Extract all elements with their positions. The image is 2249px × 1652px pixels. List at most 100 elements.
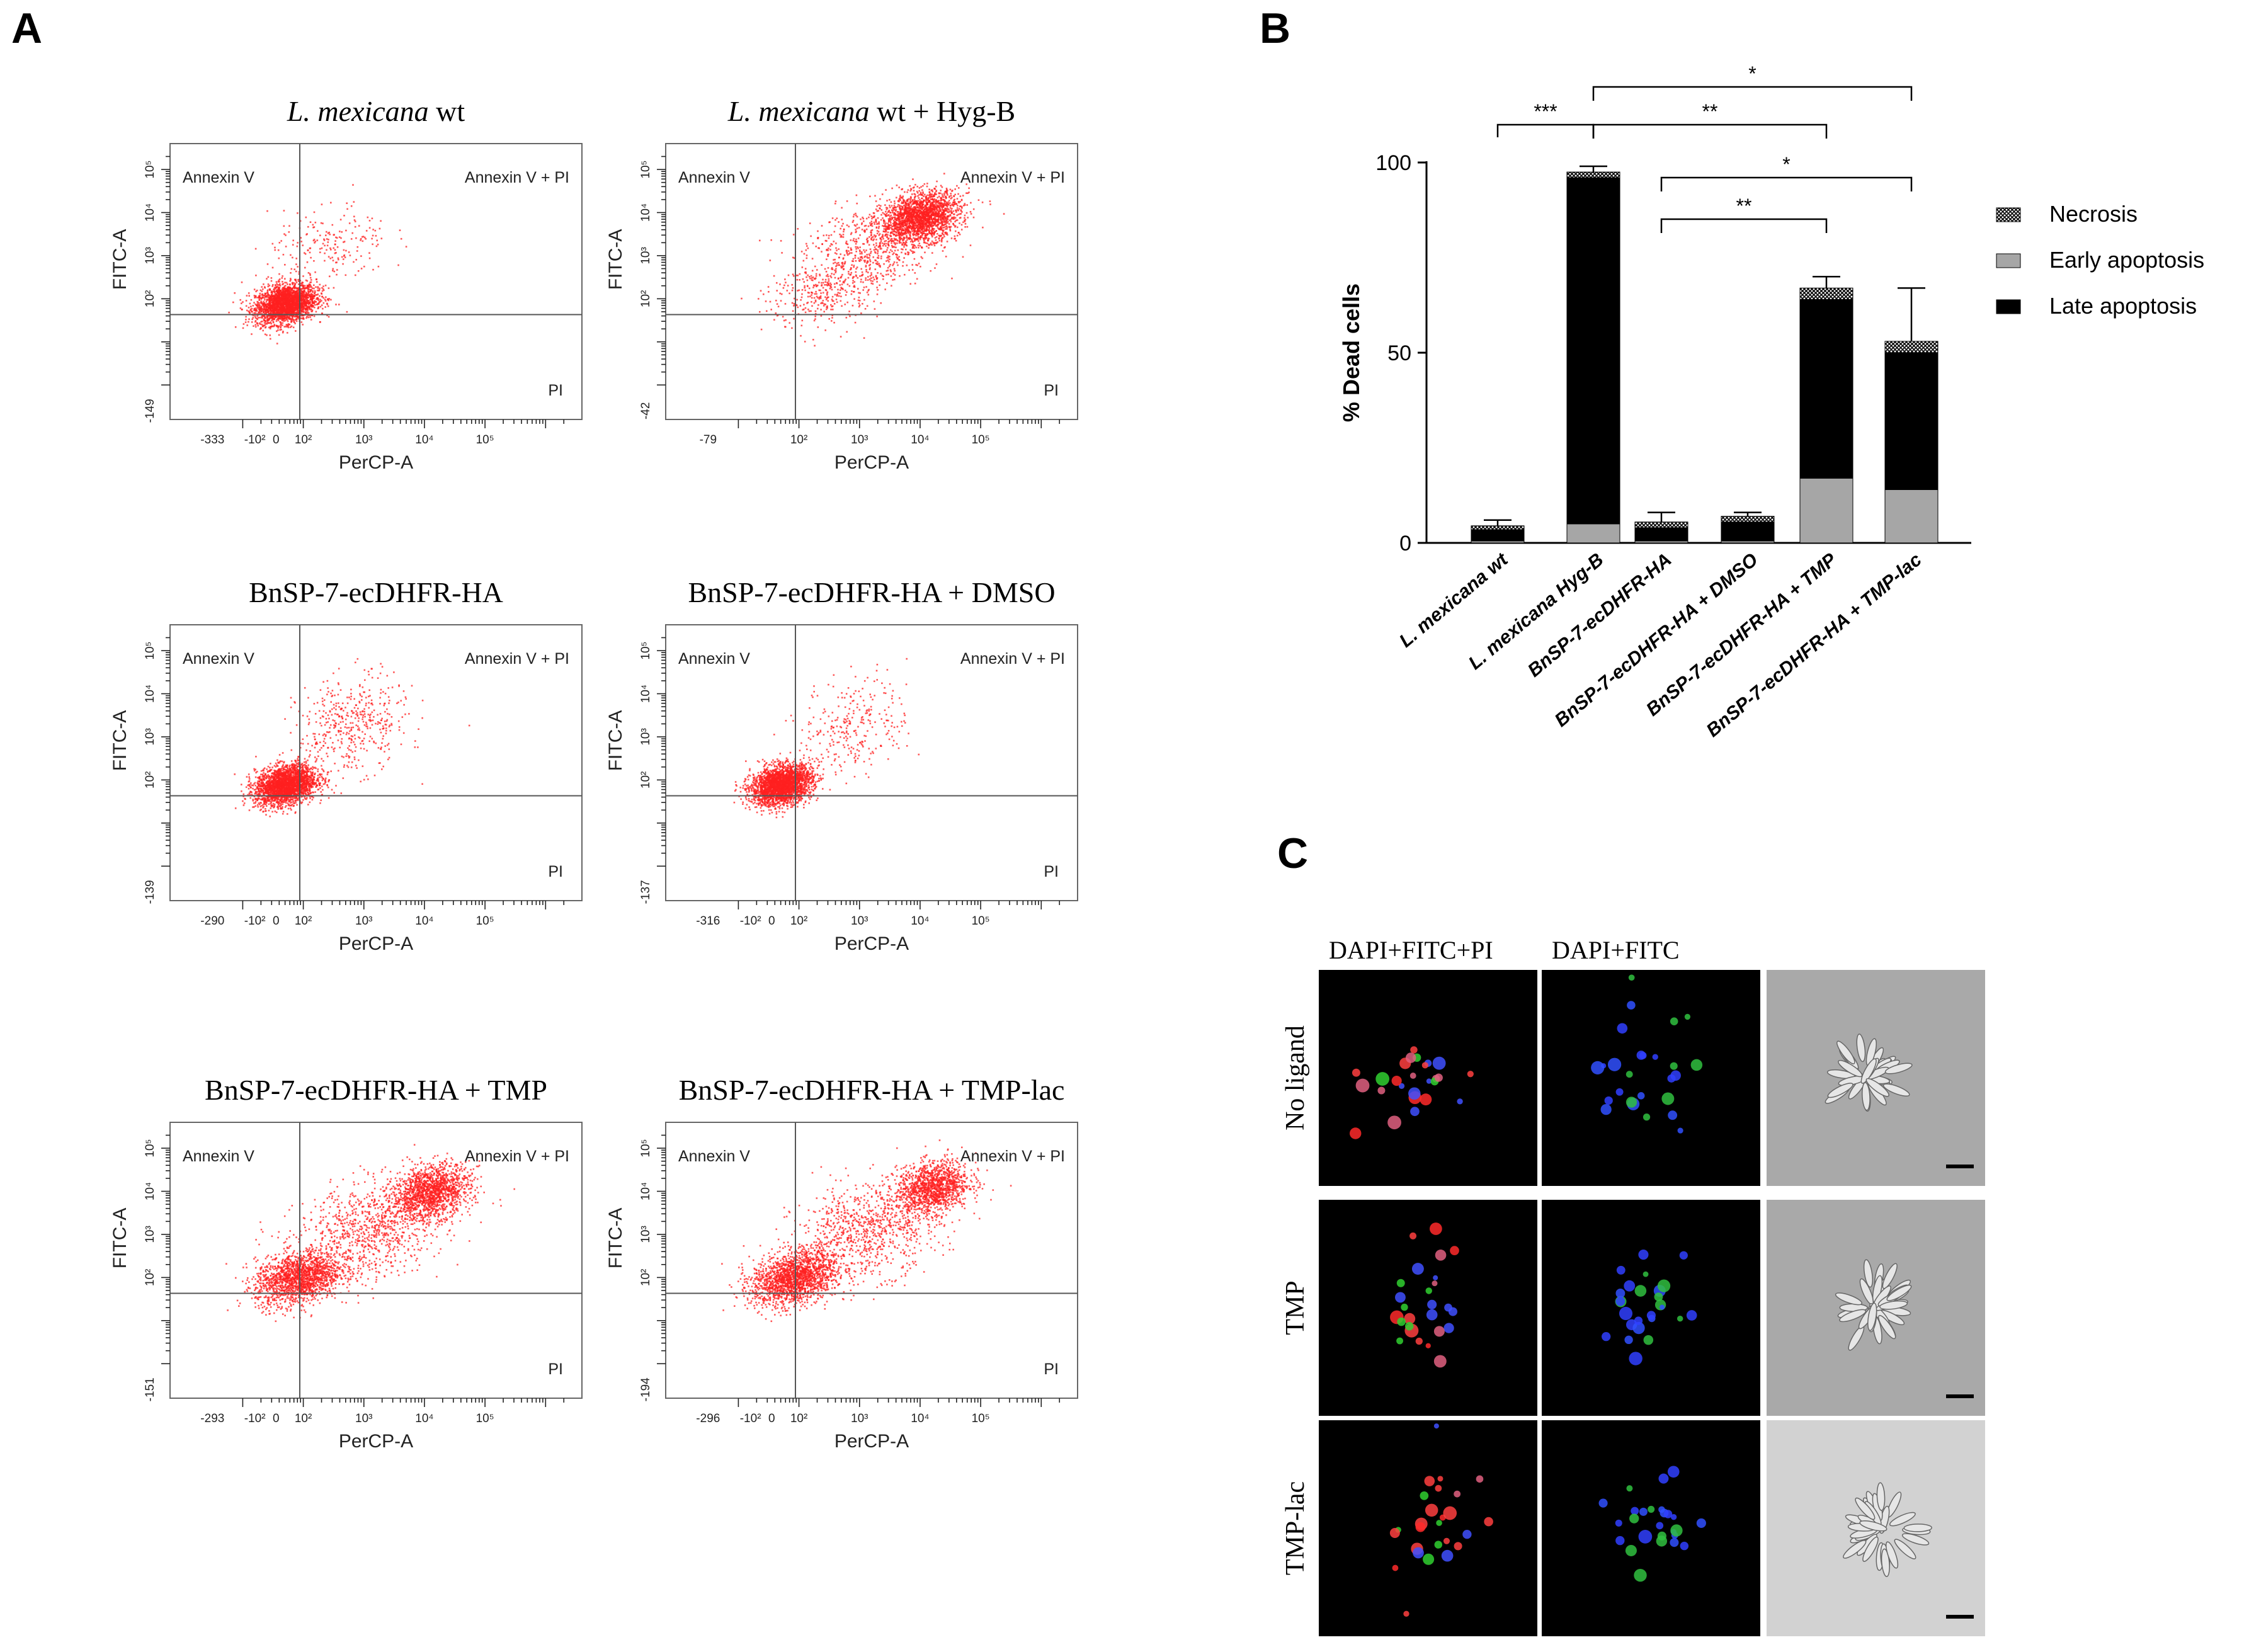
event-dot — [891, 187, 893, 190]
event-dot — [933, 212, 935, 215]
event-dot — [285, 326, 287, 328]
event-dot — [959, 213, 961, 215]
event-dot — [310, 279, 312, 281]
event-dot — [287, 307, 290, 309]
event-dot — [285, 292, 287, 295]
event-dot — [270, 299, 272, 302]
event-dot — [319, 321, 321, 323]
event-dot — [954, 188, 956, 190]
event-dot — [297, 303, 299, 305]
event-dot — [264, 333, 266, 336]
event-dot — [922, 214, 925, 217]
event-dot — [318, 301, 320, 304]
event-dot — [283, 326, 285, 328]
event-dot — [901, 197, 902, 199]
event-dot — [377, 265, 380, 268]
event-dot — [333, 234, 335, 236]
event-dot — [275, 297, 277, 299]
event-dot — [286, 319, 288, 321]
event-dot — [271, 312, 273, 314]
event-dot — [905, 217, 908, 219]
event-dot — [269, 308, 271, 310]
event-dot — [288, 296, 290, 299]
event-dot — [285, 317, 287, 319]
event-dot — [949, 207, 952, 209]
event-dot — [297, 280, 300, 282]
event-dot — [275, 304, 278, 306]
event-dot — [332, 268, 334, 270]
event-dot — [283, 312, 285, 314]
event-dot — [879, 198, 881, 200]
event-dot — [278, 278, 281, 280]
event-dot — [940, 200, 942, 202]
event-dot — [309, 248, 311, 249]
event-dot — [313, 260, 315, 262]
event-dot — [279, 312, 282, 314]
event-dot — [956, 198, 959, 200]
event-dot — [889, 215, 891, 217]
event-dot — [909, 203, 911, 205]
event-dot — [310, 309, 312, 310]
event-dot — [281, 319, 283, 321]
event-dot — [964, 219, 967, 221]
event-dot — [927, 239, 930, 242]
event-dot — [284, 301, 287, 303]
event-dot — [277, 292, 280, 295]
event-dot — [918, 240, 920, 242]
event-dot — [259, 322, 261, 324]
event-dot — [282, 318, 284, 321]
event-dot — [285, 288, 287, 290]
event-dot — [295, 316, 298, 317]
event-dot — [278, 242, 281, 244]
event-dot — [346, 208, 348, 210]
event-dot — [303, 289, 305, 292]
event-dot — [254, 312, 257, 314]
event-dot — [916, 232, 918, 234]
event-dot — [902, 202, 904, 204]
event-dot — [907, 207, 909, 210]
event-dot — [305, 279, 307, 282]
event-dot — [918, 194, 920, 196]
event-dot — [293, 297, 295, 299]
event-dot — [928, 200, 930, 202]
event-dot — [282, 300, 285, 302]
event-dot — [336, 273, 338, 276]
event-dot — [326, 238, 328, 240]
event-dot — [309, 284, 310, 286]
event-dot — [253, 309, 255, 311]
event-dot — [305, 306, 308, 308]
event-dot — [365, 230, 368, 232]
event-dot — [293, 307, 295, 309]
event-dot — [879, 207, 880, 209]
event-dot — [282, 301, 284, 304]
event-dot — [297, 212, 299, 214]
event-dot — [910, 205, 913, 207]
event-dot — [289, 292, 291, 295]
event-dot — [909, 201, 911, 203]
event-dot — [268, 300, 271, 303]
event-dot — [301, 304, 303, 306]
event-dot — [326, 244, 329, 247]
event-dot — [268, 326, 270, 329]
event-dot — [319, 248, 321, 250]
event-dot — [292, 298, 294, 300]
event-dot — [280, 297, 283, 299]
event-dot — [280, 318, 282, 320]
event-dot — [304, 287, 306, 289]
event-dot — [270, 338, 271, 340]
event-dot — [887, 222, 889, 225]
event-dot — [326, 314, 328, 317]
event-dot — [278, 334, 280, 336]
event-dot — [904, 227, 906, 229]
event-dot — [290, 315, 292, 317]
event-dot — [307, 301, 309, 304]
event-dot — [254, 320, 257, 322]
event-dot — [892, 219, 895, 222]
event-dot — [302, 324, 304, 326]
event-dot — [290, 254, 292, 256]
event-dot — [286, 299, 288, 300]
event-dot — [892, 231, 894, 232]
event-dot — [250, 305, 252, 307]
event-dot — [894, 210, 897, 212]
event-dot — [894, 249, 896, 252]
